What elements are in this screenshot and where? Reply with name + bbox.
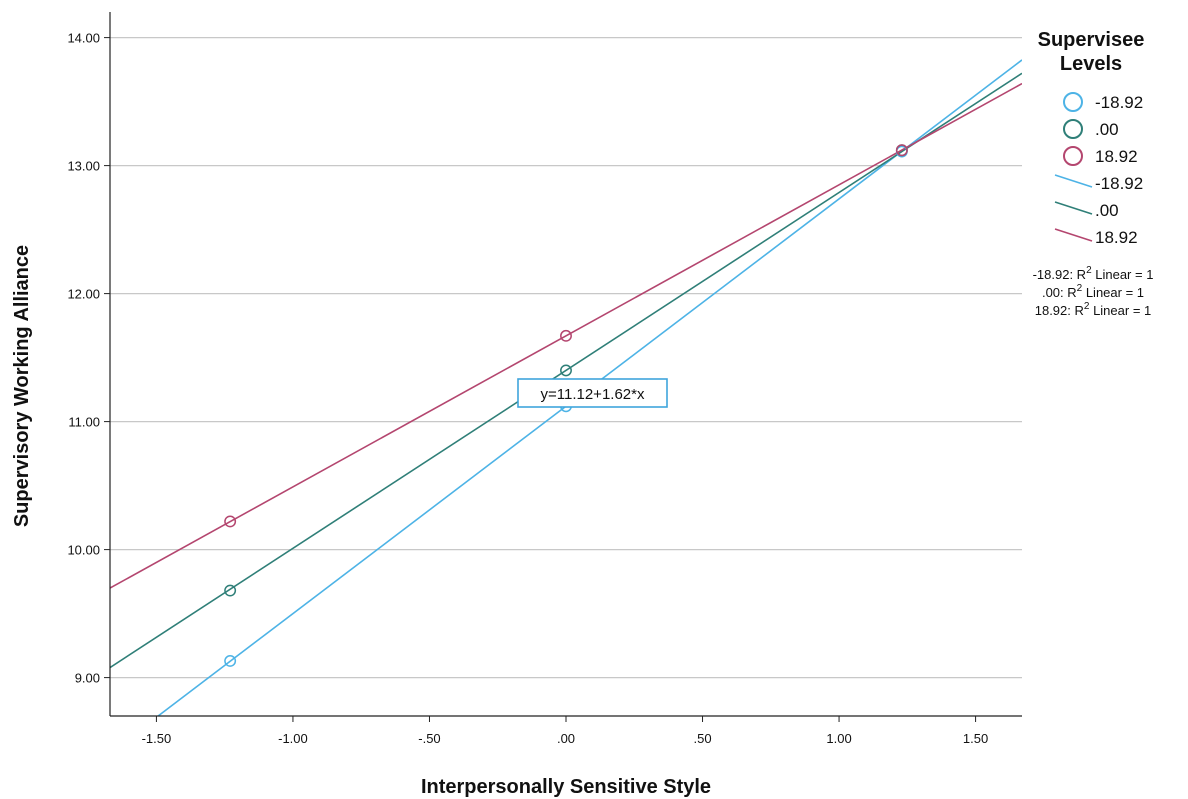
- legend-marker-.00: [1063, 119, 1083, 139]
- data-point-.00: [560, 364, 572, 377]
- y-tick-label: 10.00: [67, 543, 100, 558]
- y-tick-label: 13.00: [67, 159, 100, 174]
- y-tick-labels: 9.00 10.00 11.00 12.00 13.00 14.00: [67, 31, 110, 686]
- legend-title-line1: Supervisee: [1038, 29, 1145, 51]
- legend-marker-18.92: [1063, 146, 1083, 166]
- r2-suffix: Linear = 1: [1089, 303, 1151, 318]
- fit-line-.00: [110, 72, 1022, 669]
- x-tick-label: 1.00: [826, 731, 851, 746]
- axes: [109, 12, 1022, 717]
- legend-marker--18.92: [1063, 92, 1083, 112]
- legend-marker-label: .00: [1095, 120, 1119, 139]
- legend-marker-label: -18.92: [1095, 93, 1143, 112]
- legend-r2-note: .00: R2 Linear = 1: [1042, 283, 1144, 300]
- data-point-18.92: [224, 515, 237, 528]
- legend-line--18.92: [1054, 174, 1093, 188]
- data-point-.00: [224, 584, 237, 597]
- fit-line-18.92: [110, 82, 1022, 589]
- x-tick-label: -1.00: [278, 731, 308, 746]
- legend-items: -18.92 .00 18.92 -18.92 .00 18.92: [1054, 92, 1143, 247]
- y-tick-label: 12.00: [67, 287, 100, 302]
- legend-line-.00: [1054, 201, 1093, 215]
- equation-label: y=11.12+1.62*x: [541, 386, 645, 403]
- legend-r2-note: -18.92: R2 Linear = 1: [1033, 265, 1154, 282]
- r2-suffix: Linear = 1: [1082, 285, 1144, 300]
- x-tick-label: -.50: [418, 731, 440, 746]
- r2-prefix: .00: R: [1042, 285, 1077, 300]
- x-tick-label: -1.50: [142, 731, 172, 746]
- legend-line-label: -18.92: [1095, 174, 1143, 193]
- r2-superscript: 2: [1084, 301, 1090, 312]
- data-point-18.92: [895, 144, 908, 157]
- equation-box: [517, 378, 668, 408]
- gridlines: [110, 36, 1022, 679]
- r2-superscript: 2: [1086, 265, 1092, 276]
- data-point-18.92: [560, 329, 572, 342]
- y-tick-label: 11.00: [68, 415, 100, 430]
- legend-line-label: 18.92: [1095, 228, 1138, 247]
- x-tick-label: .00: [557, 731, 575, 746]
- legend-line-18.92: [1054, 228, 1093, 242]
- legend-r2-note: 18.92: R2 Linear = 1: [1035, 301, 1152, 318]
- r2-superscript: 2: [1077, 283, 1083, 294]
- legend-r2-notes: -18.92: R2 Linear = 1.00: R2 Linear = 11…: [1033, 265, 1154, 318]
- r2-suffix: Linear = 1: [1092, 267, 1154, 282]
- x-tick-labels: -1.50 -1.00 -.50 .00 .50 1.00 1.50: [142, 716, 988, 746]
- x-tick-label: 1.50: [963, 731, 988, 746]
- legend-line-label: .00: [1095, 201, 1119, 220]
- r2-prefix: 18.92: R: [1035, 303, 1084, 318]
- equation-annotation: y=11.12+1.62*x: [517, 378, 668, 408]
- y-tick-label: 14.00: [67, 31, 100, 46]
- legend: Supervisee Levels -18.92 .00 18.92 -18.92 .0…: [1033, 29, 1154, 318]
- y-axis-title: Supervisory Working Alliance: [11, 245, 33, 527]
- y-tick-label: 9.00: [75, 671, 100, 686]
- x-axis-title: Interpersonally Sensitive Style: [421, 776, 711, 798]
- r2-prefix: -18.92: R: [1033, 267, 1086, 282]
- legend-title-line2: Levels: [1060, 53, 1122, 75]
- x-tick-label: .50: [693, 731, 711, 746]
- legend-marker-label: 18.92: [1095, 147, 1138, 166]
- data-point--18.92: [224, 655, 237, 667]
